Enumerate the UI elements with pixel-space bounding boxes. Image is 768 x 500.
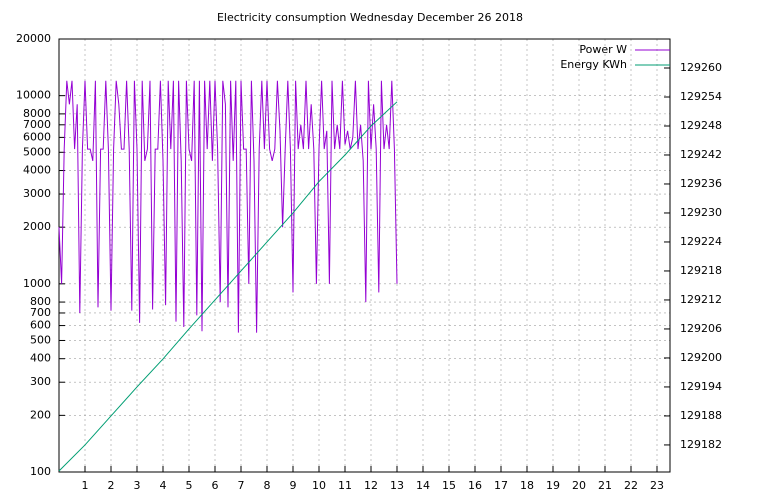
- y2-tick-label: 129242: [680, 148, 722, 161]
- y-tick-label: 20000: [16, 32, 51, 45]
- y-tick-label: 10000: [16, 89, 51, 102]
- series-line: [58, 101, 398, 472]
- y2-tick-label: 129206: [680, 322, 722, 335]
- y2-tick-label: 129182: [680, 438, 722, 451]
- y-tick-label: 500: [30, 333, 51, 346]
- y2-tick-label: 129248: [680, 119, 722, 132]
- x-tick-label: 7: [238, 479, 245, 492]
- y-tick-label: 5000: [23, 145, 51, 158]
- chart-title: Electricity consumption Wednesday Decemb…: [217, 11, 523, 24]
- x-tick-label: 16: [468, 479, 482, 492]
- x-tick-label: 21: [598, 479, 612, 492]
- x-tick-label: 22: [624, 479, 638, 492]
- y-tick-label: 8000: [23, 107, 51, 120]
- series-line: [58, 80, 398, 333]
- x-tick-label: 18: [520, 479, 534, 492]
- x-tick-label: 4: [160, 479, 167, 492]
- x-tick-label: 14: [416, 479, 430, 492]
- y2-tick-label: 129188: [680, 409, 722, 422]
- y2-tick-label: 129260: [680, 61, 722, 74]
- x-tick-label: 17: [494, 479, 508, 492]
- x-tick-label: 19: [546, 479, 560, 492]
- legend-label: Energy KWh: [560, 58, 627, 71]
- y-tick-label: 4000: [23, 164, 51, 177]
- y2-tick-label: 129230: [680, 206, 722, 219]
- x-tick-label: 23: [650, 479, 664, 492]
- y-tick-label: 2000: [23, 220, 51, 233]
- y2-tick-label: 129218: [680, 264, 722, 277]
- x-tick-label: 15: [442, 479, 456, 492]
- x-tick-label: 3: [134, 479, 141, 492]
- x-tick-label: 2: [108, 479, 115, 492]
- x-tick-label: 20: [572, 479, 586, 492]
- y-tick-label: 600: [30, 319, 51, 332]
- y2-tick-label: 129194: [680, 380, 722, 393]
- y-tick-label: 1000: [23, 277, 51, 290]
- y-tick-label: 300: [30, 375, 51, 388]
- y-tick-label: 700: [30, 306, 51, 319]
- y2-tick-label: 129236: [680, 177, 722, 190]
- y-tick-label: 800: [30, 295, 51, 308]
- x-tick-label: 12: [364, 479, 378, 492]
- y2-tick-label: 129224: [680, 235, 722, 248]
- x-tick-label: 13: [390, 479, 404, 492]
- y2-tick-label: 129212: [680, 293, 722, 306]
- x-tick-label: 9: [290, 479, 297, 492]
- y2-tick-label: 129200: [680, 351, 722, 364]
- y-tick-label: 400: [30, 352, 51, 365]
- x-tick-label: 10: [312, 479, 326, 492]
- x-tick-label: 6: [212, 479, 219, 492]
- legend-label: Power W: [579, 43, 627, 56]
- y2-tick-label: 129254: [680, 90, 722, 103]
- x-tick-label: 1: [82, 479, 89, 492]
- x-tick-label: 5: [186, 479, 193, 492]
- y-tick-label: 100: [30, 465, 51, 478]
- y-tick-label: 7000: [23, 118, 51, 131]
- y-tick-label: 3000: [23, 187, 51, 200]
- y-tick-label: 6000: [23, 130, 51, 143]
- y-tick-label: 200: [30, 408, 51, 421]
- x-tick-label: 8: [264, 479, 271, 492]
- x-tick-label: 11: [338, 479, 352, 492]
- plot-frame: [58, 38, 671, 473]
